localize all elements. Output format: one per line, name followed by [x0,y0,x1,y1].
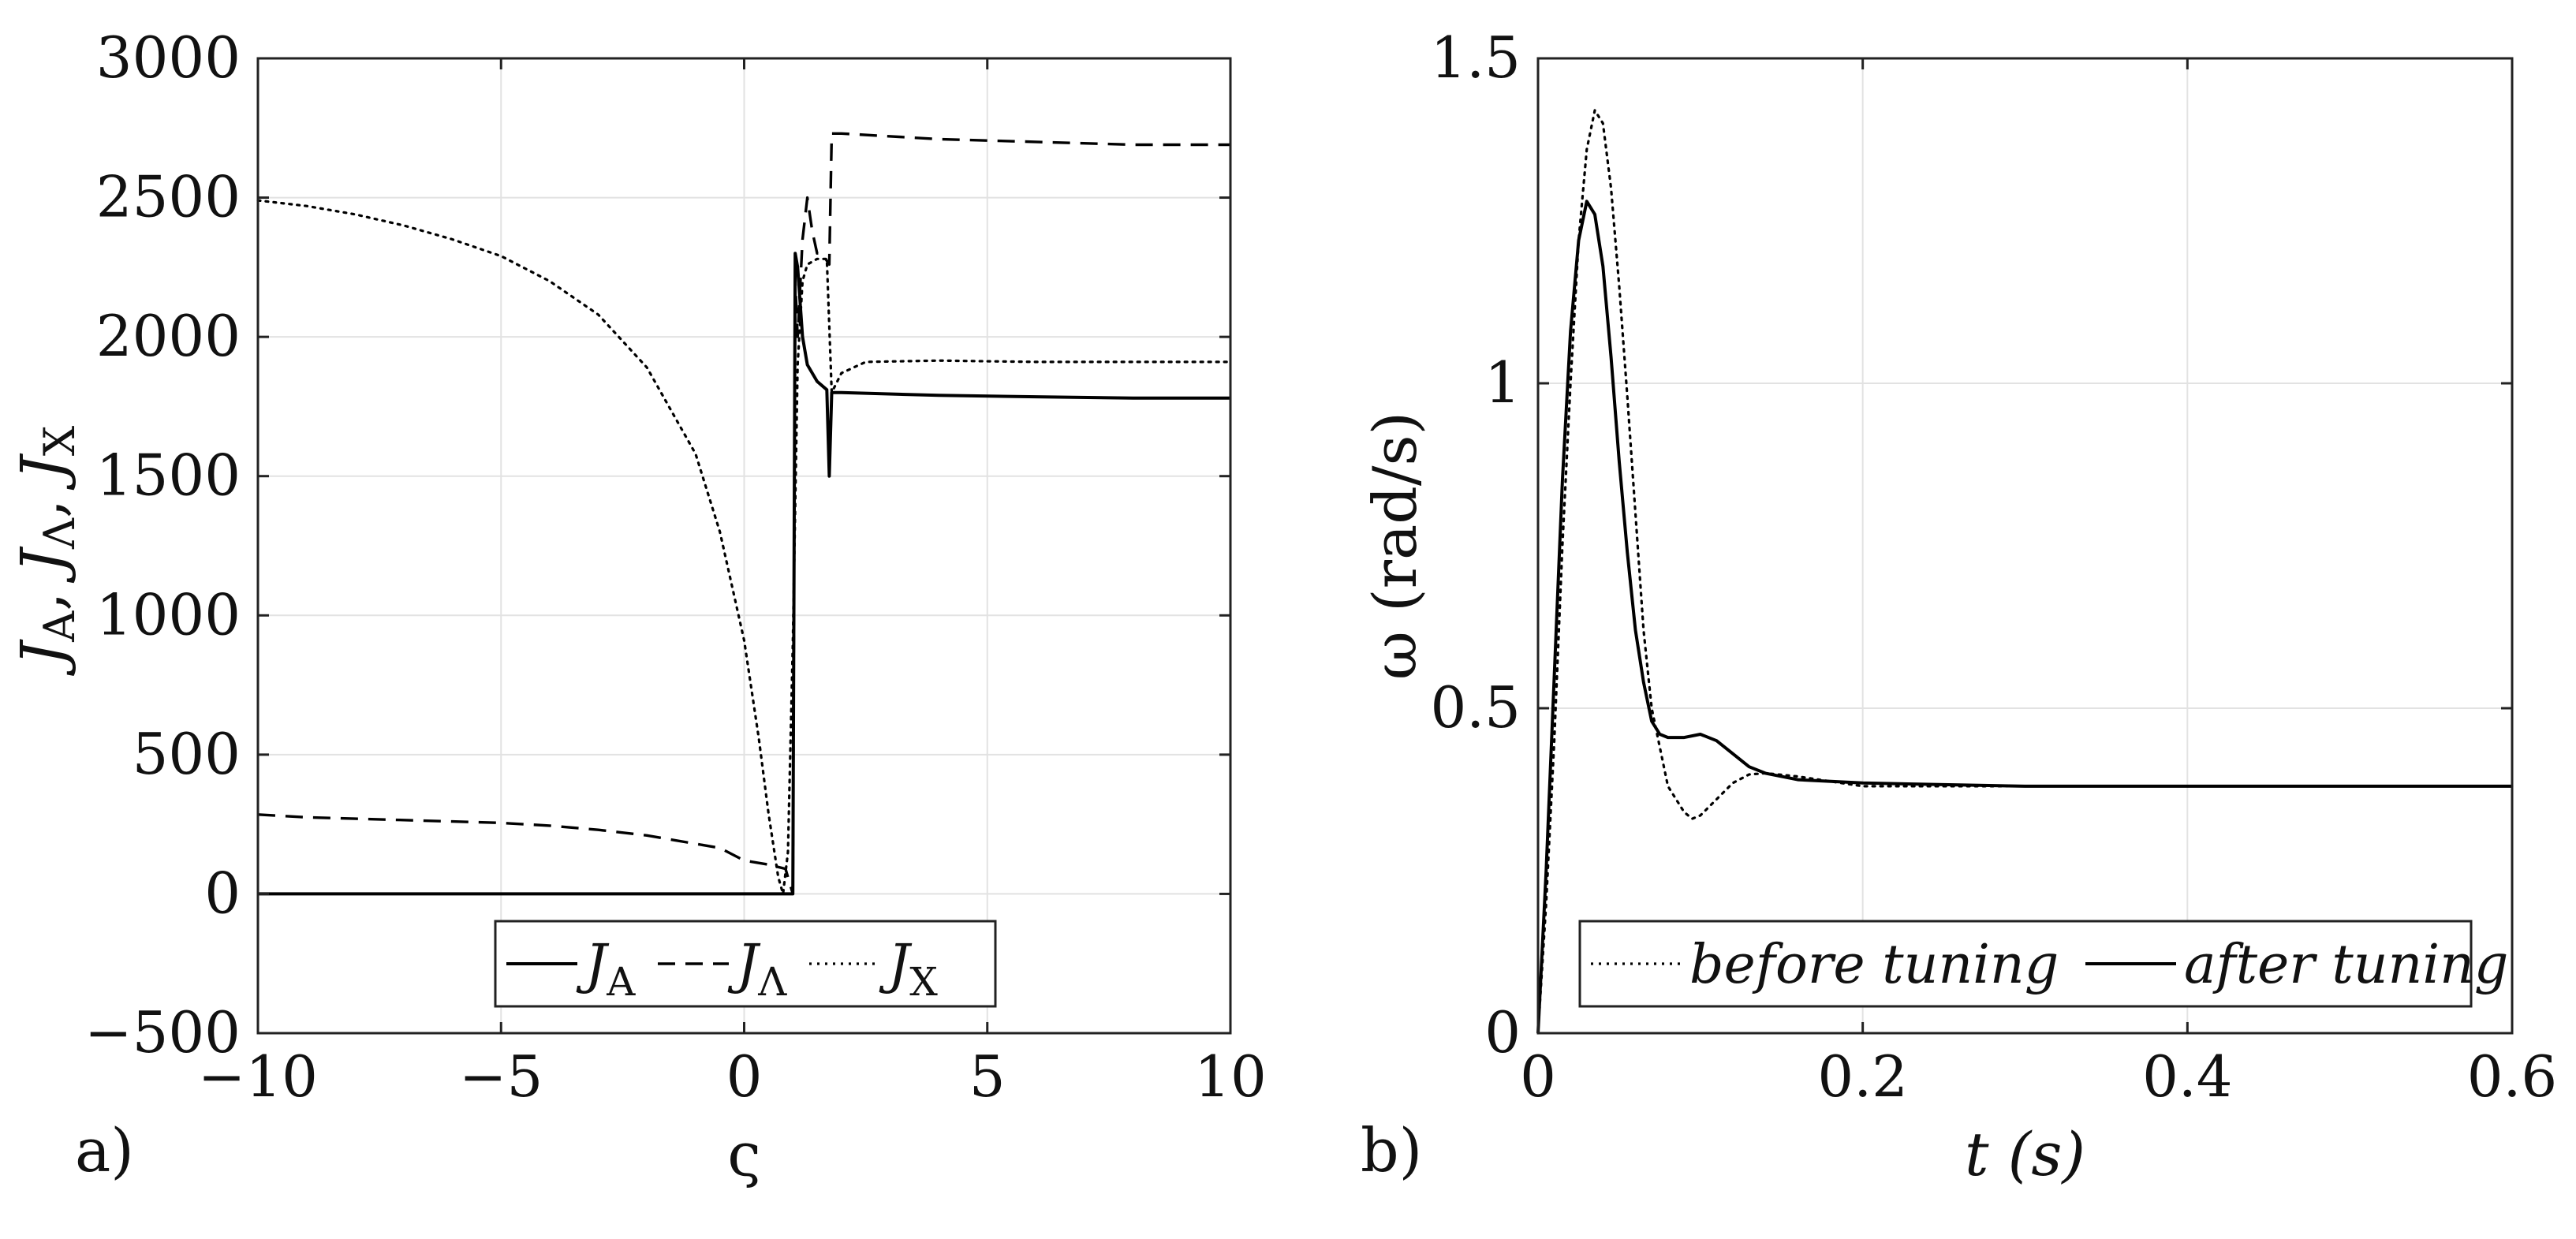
y-axis-label-text: ω (rad/s) [1360,412,1430,680]
y-axis-label-part: , [7,480,77,518]
panel-label: a) [75,1115,134,1185]
x-tick-label: −5 [459,1043,543,1110]
x-axis-label-text: t (s) [1965,1119,2085,1189]
plot-area [1538,58,2512,1033]
y-tick-label: 0.5 [1430,674,1521,741]
y-tick-label: 0 [204,860,241,926]
legend-box [1578,920,2473,1008]
legend-entry-sub: A [606,959,636,1005]
legend-entry-sub: X [909,959,938,1005]
y-tick-label: 0 [1484,999,1521,1065]
axes-box [1536,57,2514,1035]
series-line-J_A [258,252,1230,896]
legend-entry-before-tuning: before tuning [1689,934,2059,996]
y-axis-label-part: J [7,639,77,676]
legend-entry-after-tuning: after tuning [2184,934,2508,996]
chart-panel-a: −10 −5 0 5 10−500050010001500200025003000ςJA… [7,24,1267,1189]
x-tick-label: 0.4 [2142,1043,2233,1110]
y-axis-label-part: X [35,425,84,456]
y-axis-label: JA, JΛ, JX [7,425,84,676]
legend-entry-main: after tuning [2184,934,2508,996]
x-tick-label: 0.6 [2467,1043,2558,1110]
panel-label: b) [1361,1115,1422,1185]
y-tick-label: 1500 [96,442,241,509]
x-tick-label: 10 [1194,1043,1267,1110]
x-tick-label: −10 [198,1043,318,1110]
legend-box [494,920,997,1008]
x-tick-label: 0.2 [1817,1043,1908,1110]
x-axis-label-text: ς [727,1119,761,1189]
series-line-J_Λ [257,132,1230,896]
legend: JA JΛ JX [494,920,997,1008]
legend: before tuning after tuning [1578,920,2508,1008]
y-tick-label: 500 [133,721,241,787]
x-tick-label: 0 [1520,1043,1556,1110]
y-tick-label: 3000 [96,24,241,91]
y-axis-label-part: A [35,610,84,643]
legend-entry-sub: Λ [757,959,787,1005]
y-tick-label: −500 [84,999,241,1065]
y-tick-label: 2500 [96,164,241,230]
y-tick-label: 1.5 [1430,24,1521,91]
x-axis-label: t (s) [1965,1119,2085,1189]
chart-panel-b: 0 0.2 0.4 0.6 0 0.5 1 1.5 t (s) ω (rad/s) b) before… [1360,24,2557,1189]
legend-entry-main: before tuning [1689,934,2059,996]
x-axis-label: ς [727,1119,761,1189]
x-tick-label: 5 [969,1043,1006,1110]
series-line-before-tuning [1536,109,2514,1035]
y-tick-label: 2000 [96,303,241,369]
y-tick-label: 1 [1484,349,1521,416]
y-axis-label-part: , [7,573,77,610]
series-line-after-tuning [1536,200,2512,1034]
y-axis-label: ω (rad/s) [1360,412,1430,680]
y-axis-label-part: Λ [35,517,84,550]
y-tick-label: 1000 [96,581,241,647]
x-tick-label: 0 [726,1043,763,1110]
